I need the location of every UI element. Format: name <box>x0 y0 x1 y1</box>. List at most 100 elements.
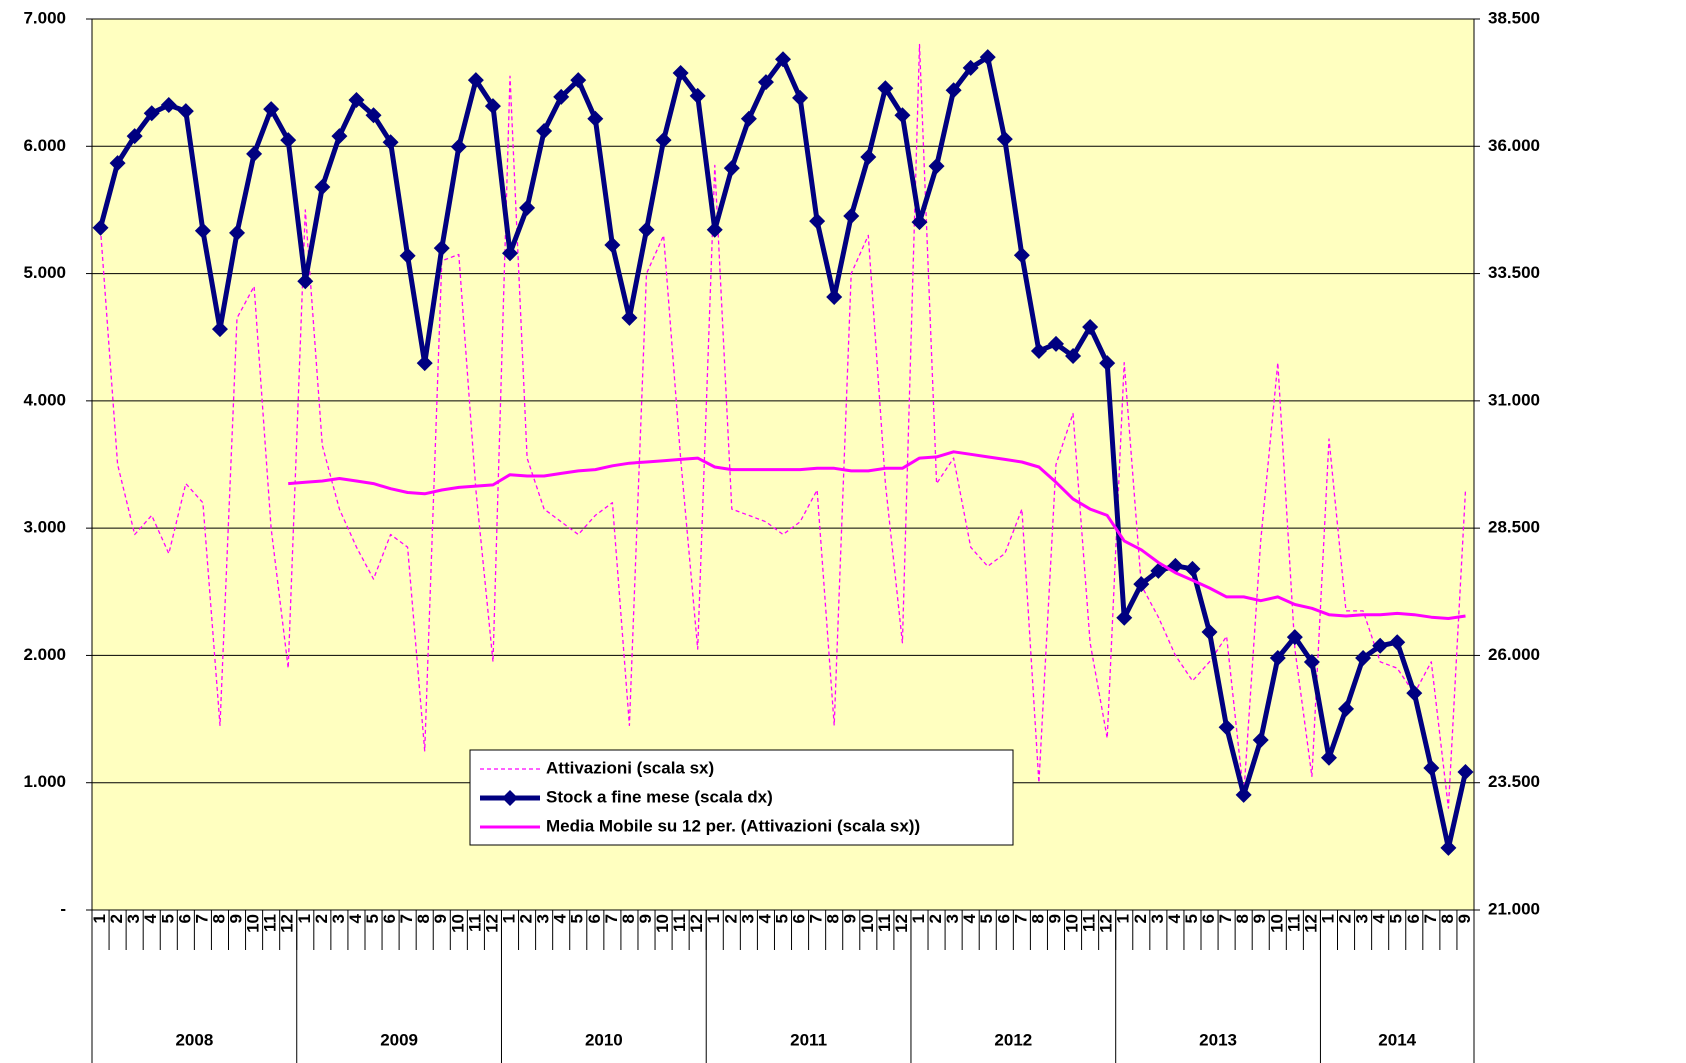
x-tick-label: 7 <box>192 914 211 923</box>
x-tick-label: 7 <box>397 914 416 923</box>
x-tick-label: 1 <box>909 914 928 923</box>
x-tick-label: 2 <box>926 914 945 923</box>
x-tick-label: 12 <box>1301 914 1320 933</box>
legend-label: Media Mobile su 12 per. (Attivazioni (sc… <box>546 816 920 835</box>
x-tick-label: 6 <box>585 914 604 923</box>
x-tick-label: 6 <box>1199 914 1218 923</box>
marker <box>433 240 450 257</box>
x-tick-label: 12 <box>1097 914 1116 933</box>
x-tick-label: 8 <box>1028 914 1047 923</box>
marker <box>757 74 774 91</box>
marker <box>962 59 979 76</box>
marker <box>1286 629 1303 646</box>
legend-label: Stock a fine mese (scala dx) <box>546 787 773 806</box>
x-tick-label: 9 <box>1455 914 1474 923</box>
y-tick-label: 4.000 <box>23 390 66 409</box>
marker <box>194 222 211 239</box>
x-tick-label: 7 <box>1421 914 1440 923</box>
x-tick-label: 4 <box>346 913 365 923</box>
x-tick-label: 7 <box>602 914 621 923</box>
marker <box>621 309 638 326</box>
marker <box>655 132 672 149</box>
x-tick-label: 9 <box>1045 914 1064 923</box>
marker <box>1338 700 1355 717</box>
x-tick-label: 4 <box>141 913 160 923</box>
marker <box>604 237 621 254</box>
marker <box>1320 749 1337 766</box>
y2-tick-label: 21.000 <box>1488 899 1540 918</box>
marker <box>263 101 280 118</box>
y-tick-label: 1.000 <box>23 772 66 791</box>
marker <box>894 107 911 124</box>
y-tick-label: 5.000 <box>23 263 66 282</box>
marker <box>1184 560 1201 577</box>
y2-tick-label: 26.000 <box>1488 645 1540 664</box>
x-tick-label: 9 <box>1250 914 1269 923</box>
marker <box>911 214 928 231</box>
y-tick-label: 3.000 <box>23 518 66 537</box>
marker <box>519 199 536 216</box>
year-label: 2010 <box>585 1030 623 1049</box>
x-tick-label: 10 <box>448 914 467 933</box>
x-tick-label: 9 <box>431 914 450 923</box>
x-tick-label: 11 <box>1284 914 1303 932</box>
marker <box>1406 685 1423 702</box>
x-tick-label: 1 <box>295 914 314 923</box>
x-tick-label: 2 <box>517 914 536 923</box>
year-label: 2008 <box>175 1030 213 1049</box>
series-line <box>99 43 1467 809</box>
marker <box>1065 348 1082 365</box>
marker <box>1423 759 1440 776</box>
marker <box>843 208 860 225</box>
series-line <box>288 450 1466 620</box>
y-tick-label: 6.000 <box>23 136 66 155</box>
marker <box>348 91 365 108</box>
marker <box>126 128 143 145</box>
x-tick-label: 9 <box>227 914 246 923</box>
x-tick-label: 5 <box>977 914 996 923</box>
marker <box>467 72 484 89</box>
x-tick-label: 6 <box>380 914 399 923</box>
year-label: 2014 <box>1378 1030 1416 1049</box>
x-tick-label: 12 <box>482 914 501 933</box>
marker <box>502 245 519 262</box>
x-tick-label: 11 <box>1080 914 1099 932</box>
x-tick-label: 5 <box>158 914 177 923</box>
marker <box>536 123 553 140</box>
marker <box>1030 342 1047 359</box>
marker <box>1372 637 1389 654</box>
x-tick-label: 3 <box>124 914 143 923</box>
marker <box>1150 562 1167 579</box>
x-tick-label: 11 <box>670 914 689 932</box>
marker <box>740 110 757 127</box>
year-label: 2012 <box>994 1030 1032 1049</box>
x-tick-label: 8 <box>209 914 228 923</box>
x-tick-label: 8 <box>1438 914 1457 923</box>
x-tick-label: 3 <box>1148 914 1167 923</box>
marker <box>450 138 467 155</box>
marker <box>945 82 962 99</box>
x-tick-label: 3 <box>943 914 962 923</box>
x-tick-label: 2 <box>1336 914 1355 923</box>
x-tick-label: 3 <box>534 914 553 923</box>
x-tick-label: 6 <box>790 914 809 923</box>
x-tick-label: 8 <box>1233 914 1252 923</box>
x-tick-label: 2 <box>1131 914 1150 923</box>
x-tick-label: 1 <box>499 914 518 923</box>
x-tick-label: 6 <box>175 914 194 923</box>
y2-tick-label: 38.500 <box>1488 8 1540 27</box>
y2-tick-label: 33.500 <box>1488 263 1540 282</box>
y-tick-label: 7.000 <box>23 8 66 27</box>
x-tick-label: 10 <box>244 914 263 933</box>
x-tick-label: 10 <box>653 914 672 933</box>
marker <box>365 107 382 124</box>
marker <box>723 160 740 177</box>
marker <box>1389 634 1406 651</box>
marker <box>689 87 706 104</box>
y2-tick-label: 28.500 <box>1488 518 1540 537</box>
x-tick-label: 2 <box>312 914 331 923</box>
marker <box>1082 319 1099 336</box>
marker <box>416 355 433 372</box>
x-tick-label: 3 <box>738 914 757 923</box>
